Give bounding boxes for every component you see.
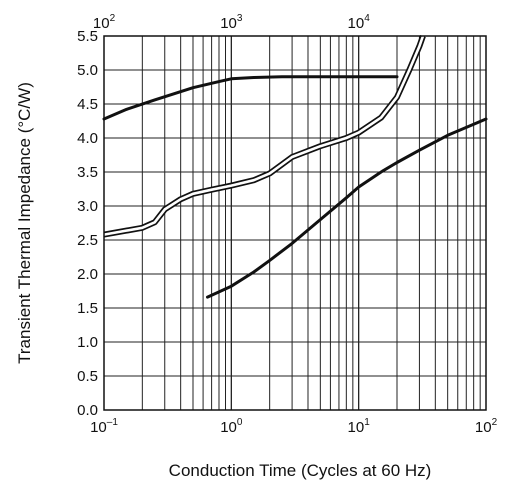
y-tick-label: 3.5 — [77, 164, 98, 181]
series-1-line — [102, 75, 399, 121]
y-tick-label: 1.0 — [77, 334, 98, 351]
top-x-tick-label: 103 — [220, 13, 243, 32]
series-3-line — [206, 117, 488, 299]
series-2-outline — [103, 35, 426, 238]
y-tick-label: 5.5 — [77, 28, 98, 45]
x-tick-label: 100 — [220, 417, 243, 436]
y-tick-label: 3.0 — [77, 198, 98, 215]
y-tick-label: 2.5 — [77, 232, 98, 249]
grid — [104, 35, 486, 411]
y-tick-label: 5.0 — [77, 62, 98, 79]
tick-labels: 0.0 0.5 1.0 1.5 2.0 2.5 3.0 3.5 4.0 4.5 5.0 5.5 10–1… — [77, 13, 497, 436]
series-2-line — [103, 35, 425, 236]
y-axis-title: Transient Thermal Impedance (°C/W) — [15, 82, 34, 364]
y-tick-label: 0.0 — [77, 402, 98, 419]
x-tick-label: 101 — [348, 417, 371, 436]
curves — [102, 35, 488, 299]
x-axis-title: Conduction Time (Cycles at 60 Hz) — [169, 461, 432, 480]
y-tick-label: 4.0 — [77, 130, 98, 147]
y-tick-label: 0.5 — [77, 368, 98, 385]
x-tick-label: 10–1 — [90, 417, 118, 436]
x-tick-label: 102 — [475, 417, 498, 436]
top-x-tick-label: 102 — [93, 13, 116, 32]
y-tick-label: 1.5 — [77, 300, 98, 317]
top-x-tick-label: 104 — [348, 13, 371, 32]
y-tick-label: 4.5 — [77, 96, 98, 113]
plot-frame — [103, 35, 487, 411]
y-tick-label: 2.0 — [77, 266, 98, 283]
